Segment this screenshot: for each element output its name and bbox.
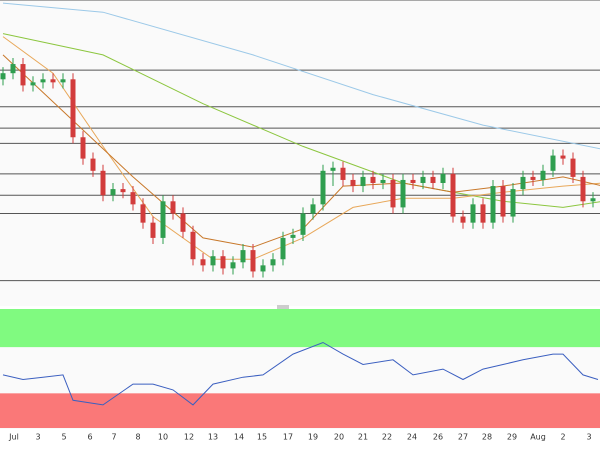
- x-tick-label: 20: [334, 433, 344, 442]
- candle-body: [10, 64, 16, 74]
- candle-body: [20, 64, 26, 86]
- candle-body: [320, 170, 326, 205]
- x-tick-label: 3: [35, 433, 40, 442]
- candle-body: [560, 155, 566, 159]
- x-tick-label: 6: [87, 433, 92, 442]
- x-tick-label: 5: [61, 433, 66, 442]
- candle-body: [270, 259, 276, 266]
- panel-handle: [277, 305, 289, 309]
- x-tick-label: 28: [482, 433, 492, 442]
- candle-body: [250, 250, 256, 272]
- candle-body: [200, 259, 206, 266]
- candle-body: [150, 222, 156, 238]
- candle-body: [170, 201, 176, 214]
- candle-body: [420, 176, 426, 183]
- x-tick-label: 19: [308, 433, 318, 442]
- candle-body: [80, 137, 86, 159]
- indicator-line: [2, 2, 600, 150]
- candle-body: [590, 198, 596, 202]
- candle-body: [40, 79, 46, 83]
- candle-body: [380, 179, 386, 183]
- x-tick-label: 15: [257, 433, 267, 442]
- indicator-line: [2, 341, 599, 406]
- candle-body: [260, 265, 266, 272]
- candle-body: [350, 179, 356, 187]
- candle-body: [160, 201, 166, 238]
- candle-body: [310, 204, 316, 214]
- x-tick-label: Jul: [8, 433, 19, 442]
- candle-body: [540, 170, 546, 180]
- x-tick-label: 7: [111, 433, 116, 442]
- candle-body: [400, 179, 406, 208]
- candle-body: [410, 179, 416, 183]
- candle-body: [30, 82, 36, 86]
- candle-body: [440, 173, 446, 183]
- x-tick-label: 21: [358, 433, 368, 442]
- candle-body: [490, 186, 496, 223]
- x-tick-label: 8: [135, 433, 140, 442]
- candle-body: [130, 192, 136, 205]
- x-tick-label: 27: [458, 433, 468, 442]
- candle-body: [180, 213, 186, 232]
- candle-body: [460, 216, 466, 223]
- x-tick-label: 14: [234, 433, 244, 442]
- candle-body: [520, 176, 526, 190]
- candle-body: [210, 256, 216, 266]
- x-tick-label: 13: [208, 433, 218, 442]
- candle-body: [0, 73, 6, 80]
- x-tick-label: 22: [382, 433, 392, 442]
- x-tick-label: 3: [586, 433, 591, 442]
- x-tick-label: 29: [507, 433, 517, 442]
- candle-body: [230, 262, 236, 269]
- candle-body: [430, 176, 436, 183]
- candle-body: [240, 250, 246, 263]
- rsi-band: [0, 393, 600, 428]
- candle-body: [500, 186, 506, 217]
- candle-body: [70, 79, 76, 138]
- candle-body: [390, 179, 396, 208]
- candle-body: [360, 176, 366, 187]
- main-panel: [0, 0, 600, 306]
- candle-body: [290, 234, 296, 238]
- candle-body: [140, 204, 146, 223]
- candle-body: [450, 173, 456, 217]
- candle-body: [340, 167, 346, 180]
- candle-body: [100, 170, 106, 196]
- candle-body: [510, 189, 516, 217]
- x-tick-label: 17: [283, 433, 293, 442]
- candle-body: [50, 79, 56, 83]
- candle-body: [530, 176, 536, 180]
- candle-body: [570, 158, 576, 177]
- candle-body: [280, 237, 286, 260]
- rsi-band: [0, 309, 600, 348]
- candle-body: [120, 189, 126, 193]
- candle-body: [300, 213, 306, 235]
- x-tick-label: 26: [433, 433, 443, 442]
- candle-body: [60, 79, 66, 83]
- candle-body: [330, 167, 336, 171]
- candle-body: [190, 231, 196, 260]
- candle-body: [470, 204, 476, 223]
- candle-body: [480, 204, 486, 223]
- candle-body: [580, 176, 586, 202]
- x-tick-label: Aug: [530, 433, 546, 442]
- candle-body: [550, 155, 556, 171]
- x-tick-label: 24: [407, 433, 417, 442]
- indicator-line: [2, 33, 600, 208]
- x-tick-label: 12: [184, 433, 194, 442]
- candle-body: [370, 176, 376, 183]
- candle-body: [220, 256, 226, 269]
- candle-body: [90, 158, 96, 171]
- x-tick-label: 10: [158, 433, 168, 442]
- x-tick-label: 2: [560, 433, 565, 442]
- candle-body: [110, 189, 116, 196]
